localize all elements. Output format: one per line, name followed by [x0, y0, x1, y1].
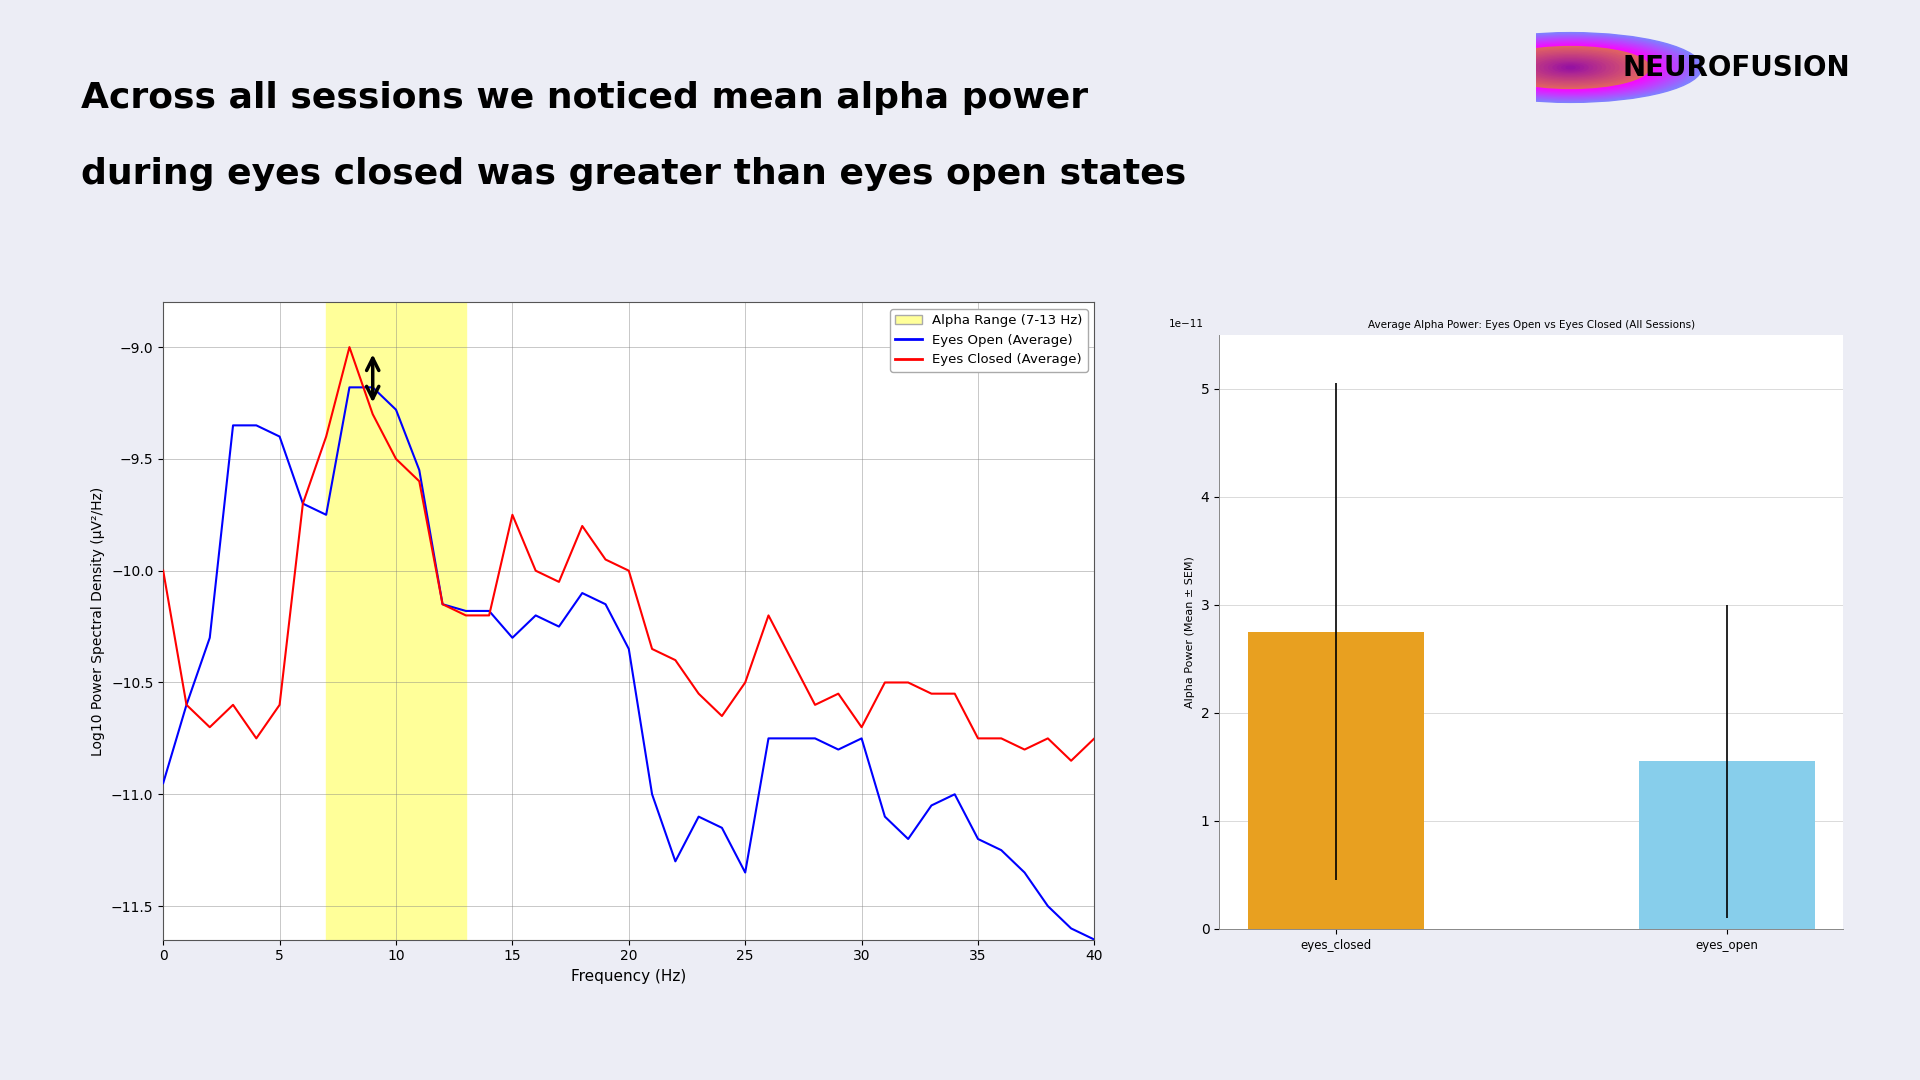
- Text: NEUROFUSION: NEUROFUSION: [1622, 54, 1851, 81]
- Circle shape: [1519, 54, 1622, 81]
- Circle shape: [1523, 55, 1619, 80]
- Circle shape: [1496, 48, 1645, 87]
- Circle shape: [1505, 50, 1636, 85]
- Circle shape: [1482, 44, 1659, 91]
- Bar: [1640, 761, 1814, 929]
- Text: 1e−11: 1e−11: [1169, 319, 1204, 328]
- Circle shape: [1530, 57, 1611, 78]
- Text: during eyes closed was greater than eyes open states: during eyes closed was greater than eyes…: [81, 157, 1187, 190]
- Circle shape: [1461, 39, 1680, 96]
- Circle shape: [1557, 64, 1584, 71]
- Circle shape: [1475, 42, 1667, 93]
- Circle shape: [1526, 56, 1615, 79]
- X-axis label: Frequency (Hz): Frequency (Hz): [570, 969, 687, 984]
- Bar: [326, 302, 467, 940]
- Circle shape: [1478, 43, 1663, 92]
- Text: Across all sessions we noticed mean alpha power: Across all sessions we noticed mean alph…: [81, 81, 1089, 114]
- Circle shape: [1544, 60, 1597, 75]
- Circle shape: [1501, 49, 1640, 86]
- Title: Average Alpha Power: Eyes Open vs Eyes Closed (All Sessions): Average Alpha Power: Eyes Open vs Eyes C…: [1367, 320, 1695, 329]
- Bar: [1248, 632, 1423, 929]
- Circle shape: [1452, 36, 1690, 99]
- Y-axis label: Alpha Power (Mean ± SEM): Alpha Power (Mean ± SEM): [1185, 556, 1194, 707]
- Circle shape: [1567, 66, 1574, 69]
- Circle shape: [1553, 63, 1588, 72]
- Circle shape: [1513, 53, 1628, 82]
- Circle shape: [1440, 32, 1701, 103]
- Circle shape: [1465, 40, 1676, 95]
- Circle shape: [1536, 58, 1605, 77]
- Circle shape: [1561, 65, 1580, 70]
- Circle shape: [1448, 35, 1693, 100]
- Circle shape: [1549, 62, 1592, 73]
- Circle shape: [1457, 38, 1684, 97]
- Circle shape: [1488, 45, 1653, 90]
- Circle shape: [1471, 41, 1670, 94]
- Legend: Alpha Range (7-13 Hz), Eyes Open (Average), Eyes Closed (Average): Alpha Range (7-13 Hz), Eyes Open (Averag…: [891, 309, 1089, 372]
- Circle shape: [1540, 59, 1601, 76]
- Circle shape: [1509, 51, 1632, 84]
- Circle shape: [1444, 33, 1697, 102]
- Y-axis label: Log10 Power Spectral Density (μV²/Hz): Log10 Power Spectral Density (μV²/Hz): [92, 486, 106, 756]
- Circle shape: [1492, 46, 1649, 89]
